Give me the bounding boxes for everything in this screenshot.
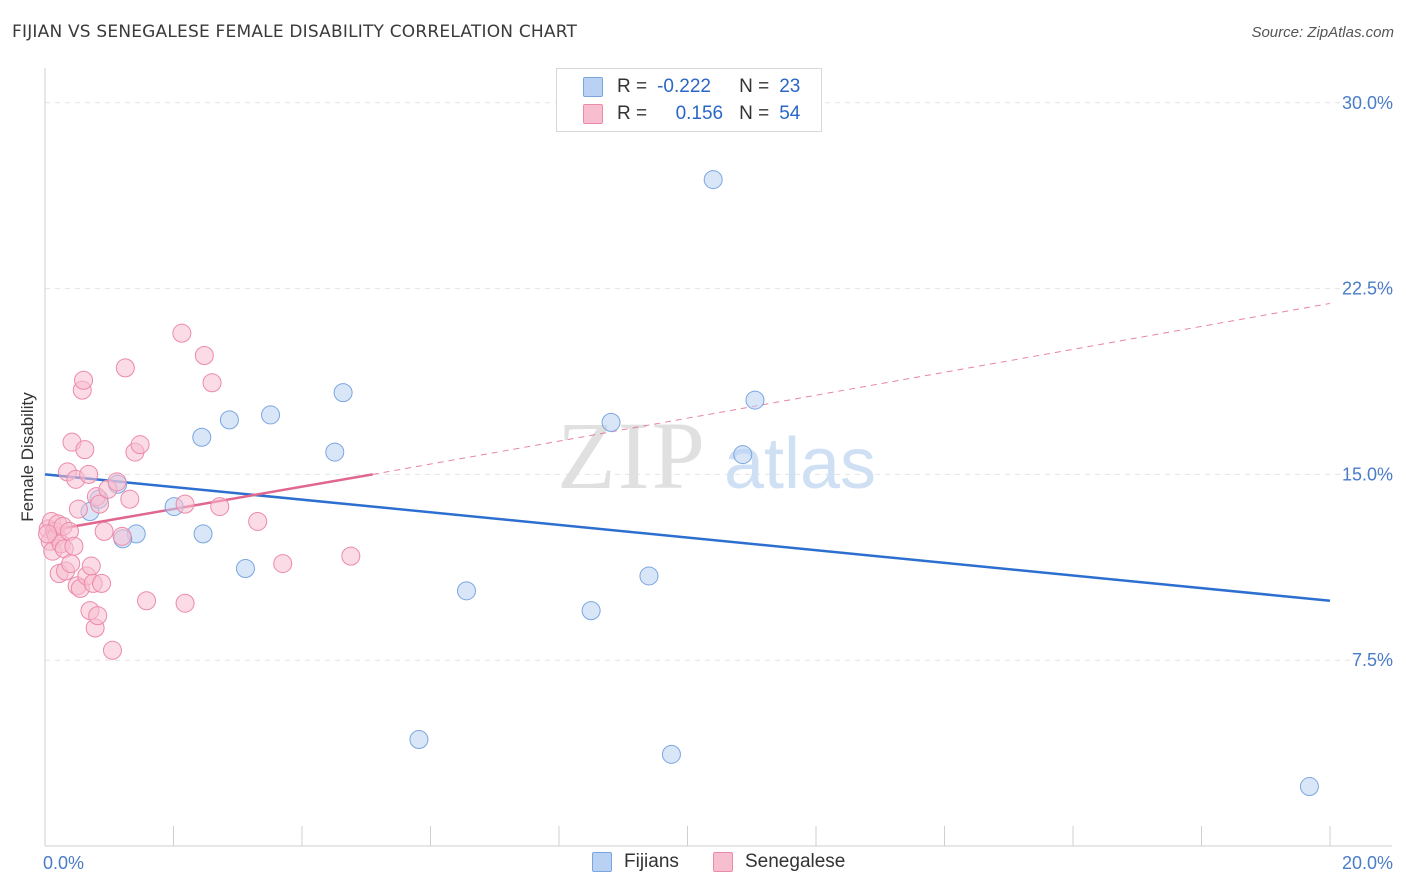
senegalese-point — [79, 464, 99, 484]
x-tick-label: 20.0% — [1342, 853, 1393, 873]
senegalese-point — [94, 521, 114, 541]
y-tick-label: 15.0% — [1342, 464, 1393, 484]
senegalese-point — [90, 494, 110, 514]
senegalese-point — [38, 524, 58, 544]
fijians-point — [639, 566, 659, 586]
senegalese-point — [112, 526, 132, 546]
senegalese-point — [137, 591, 157, 611]
senegalese-point — [68, 499, 88, 519]
y-tick-label: 7.5% — [1352, 650, 1393, 670]
senegalese-swatch — [583, 104, 603, 124]
source-credit: Source: ZipAtlas.com — [1251, 24, 1394, 41]
senegalese-point — [172, 323, 192, 343]
fijians-point — [601, 412, 621, 432]
senegalese-point — [74, 370, 94, 390]
senegalese-point — [61, 554, 81, 574]
fijians-point — [193, 524, 213, 544]
fijians-point — [581, 601, 601, 621]
fijians-swatch — [583, 77, 603, 97]
legend-item-fijians: Fijians — [592, 851, 679, 873]
fijians-point — [661, 744, 681, 764]
stats-legend: R = -0.222 N = 23 R = 0.156 N = 54 — [556, 68, 822, 132]
senegalese-point — [115, 358, 135, 378]
axes — [44, 68, 1392, 847]
watermark-atlas: atlas — [724, 424, 876, 504]
senegalese-point — [107, 472, 127, 492]
fijians-point — [1299, 777, 1319, 797]
senegalese-trend-extension — [372, 302, 1331, 475]
fijians-point — [703, 170, 723, 190]
fijians-legend-label: Fijians — [624, 851, 679, 872]
senegalese-point — [88, 606, 108, 626]
y-tick-label: 30.0% — [1342, 93, 1393, 113]
y-axis-title: Female Disability — [18, 392, 37, 522]
senegalese-point — [341, 546, 361, 566]
legend-r-label: R = — [617, 76, 648, 97]
gridlines — [45, 102, 1392, 661]
chart-title: FIJIAN VS SENEGALESE FEMALE DISABILITY C… — [12, 22, 578, 42]
legend-row-senegalese: R = 0.156 N = 54 — [557, 101, 800, 127]
senegalese-point — [175, 494, 195, 514]
legend-n-label: N = — [739, 103, 770, 124]
x-tick-label: 0.0% — [43, 853, 84, 873]
senegalese-point — [75, 440, 95, 460]
senegalese-point — [273, 554, 293, 574]
fijians-point — [235, 559, 255, 579]
fijians-point — [325, 442, 345, 462]
fijians-point — [219, 410, 239, 430]
senegalese-point — [92, 573, 112, 593]
y-tick-label: 22.5% — [1342, 279, 1393, 299]
axis-labels: 7.5% 15.0% 22.5% 30.0% 0.0% 20.0% Female Disab… — [18, 93, 1393, 873]
legend-r-value: 0.156 — [675, 103, 724, 124]
legend-row-fijians: R = -0.222 N = 23 — [557, 74, 800, 100]
fijians-trend-line — [44, 473, 1331, 602]
senegalese-legend-swatch — [713, 852, 733, 872]
senegalese-point — [120, 489, 140, 509]
fijians-point — [261, 405, 281, 425]
senegalese-point — [130, 435, 150, 455]
senegalese-legend-label: Senegalese — [745, 851, 846, 872]
fijians-point — [333, 383, 353, 403]
senegalese-trend-line — [44, 473, 373, 533]
senegalese-point — [175, 593, 195, 613]
fijians-legend-swatch — [592, 852, 612, 872]
legend-n-value: 54 — [779, 103, 801, 124]
legend-r-value: -0.222 — [657, 76, 711, 97]
senegalese-point — [202, 373, 222, 393]
fijians-point — [409, 729, 429, 749]
trend-lines — [44, 302, 1331, 602]
fijians-point — [456, 581, 476, 601]
data-points — [38, 170, 1319, 797]
watermark-zip: ZIP — [557, 402, 707, 509]
legend-n-value: 23 — [779, 76, 801, 97]
senegalese-point — [64, 536, 84, 556]
senegalese-point — [210, 497, 230, 517]
series-legend: Fijians Senegalese — [0, 851, 1406, 877]
legend-n-label: N = — [739, 76, 770, 97]
senegalese-point — [102, 640, 122, 660]
senegalese-point — [248, 511, 268, 531]
fijians-point — [192, 427, 212, 447]
fijians-point — [733, 445, 753, 465]
senegalese-point — [194, 345, 214, 365]
legend-item-senegalese: Senegalese — [713, 851, 845, 873]
legend-r-label: R = — [617, 103, 648, 124]
watermark: ZIP atlas — [557, 402, 876, 509]
fijians-point — [745, 390, 765, 410]
senegalese-point — [81, 556, 101, 576]
